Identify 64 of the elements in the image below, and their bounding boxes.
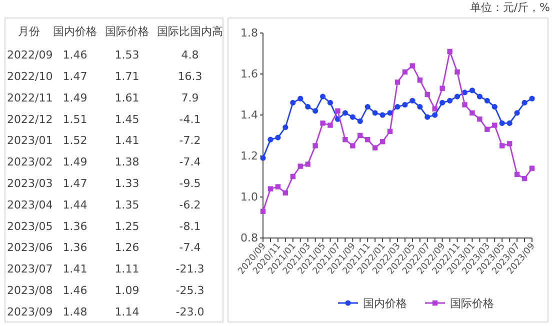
- text: 1.71: [114, 70, 140, 84]
- text: 2023/03: [7, 177, 53, 190]
- text: -6.2: [179, 198, 201, 212]
- y-tick-label: 1.2: [240, 150, 258, 162]
- text: 2022/12: [7, 112, 53, 126]
- y-tick-label: 1.0: [240, 190, 258, 204]
- y-tick-label: 1.6: [240, 68, 258, 80]
- y-tick-label: 1.4: [240, 108, 258, 122]
- text: -7.4: [179, 241, 201, 254]
- category-label: 月份: [18, 25, 40, 38]
- text: 1.41: [62, 262, 88, 276]
- text: 1.51: [62, 112, 88, 126]
- text: 2023/08: [7, 284, 53, 297]
- text: 1.25: [114, 220, 140, 233]
- text: -7.4: [179, 156, 201, 169]
- text: -8.1: [179, 220, 201, 233]
- text: 16.3: [178, 70, 202, 84]
- text: 4.8: [181, 48, 199, 62]
- text: 1.09: [114, 284, 140, 297]
- text: 2023/01: [7, 134, 53, 148]
- text: 1.36: [62, 241, 88, 254]
- text: -25.3: [176, 284, 204, 297]
- y-tick-label: 1.8: [240, 26, 258, 40]
- text: 1.38: [114, 156, 140, 169]
- text: 2023/05: [7, 220, 53, 233]
- text: 1.35: [114, 198, 140, 212]
- text: 1.46: [62, 284, 88, 297]
- text: 2023/09: [7, 305, 53, 318]
- text: 1.61: [114, 91, 140, 104]
- text: 1.14: [114, 305, 140, 318]
- category-label: 国际价格: [105, 25, 149, 38]
- text: 1.46: [62, 48, 88, 62]
- text: 1.47: [62, 177, 88, 190]
- text: 1.33: [114, 177, 140, 190]
- text: 2022/10: [7, 70, 53, 84]
- y-tick-label: 0.8: [240, 232, 258, 244]
- text: 1.44: [62, 198, 88, 212]
- text: 2022/11: [7, 91, 53, 104]
- text: 1.53: [114, 48, 140, 62]
- legend-label: 国际价格: [450, 297, 494, 310]
- text: 1.41: [114, 134, 140, 148]
- category-label: 国际比国内高: [157, 25, 223, 38]
- text: 2023/04: [7, 198, 53, 212]
- text: -7.2: [179, 134, 201, 148]
- text: 1.49: [62, 91, 88, 104]
- text: 1.48: [62, 305, 88, 318]
- text: 单位：元/斤，%: [470, 1, 550, 14]
- text: 2023/06: [7, 241, 53, 254]
- text: 2023/02: [7, 156, 53, 169]
- text: -4.1: [179, 112, 201, 126]
- text: 1.47: [62, 70, 88, 84]
- text: 1.11: [114, 262, 140, 276]
- text: 1.52: [62, 134, 88, 148]
- category-label: 国内价格: [53, 25, 97, 38]
- text: 2022/09: [7, 48, 53, 62]
- text: 7.9: [181, 91, 199, 104]
- text: -23.0: [176, 305, 204, 318]
- text: 1.49: [62, 156, 88, 169]
- text: -9.5: [179, 177, 201, 190]
- text: 1.45: [114, 112, 140, 126]
- text: 1.36: [62, 220, 88, 233]
- text: -21.3: [176, 262, 204, 276]
- text: 1.26: [114, 241, 140, 254]
- legend-label: 国内价格: [363, 297, 407, 310]
